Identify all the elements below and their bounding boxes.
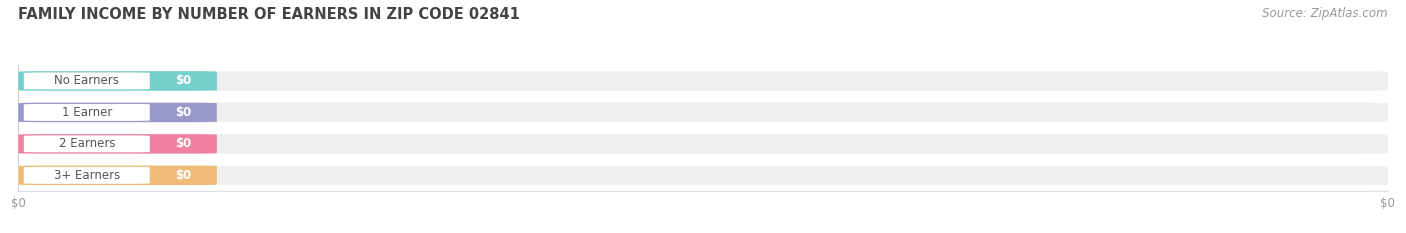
FancyBboxPatch shape xyxy=(18,134,1388,154)
Text: 2 Earners: 2 Earners xyxy=(59,137,115,150)
FancyBboxPatch shape xyxy=(24,167,150,184)
Text: Source: ZipAtlas.com: Source: ZipAtlas.com xyxy=(1263,7,1388,20)
Text: No Earners: No Earners xyxy=(55,75,120,87)
FancyBboxPatch shape xyxy=(18,166,1388,185)
Text: 3+ Earners: 3+ Earners xyxy=(53,169,120,182)
FancyBboxPatch shape xyxy=(18,166,217,185)
Text: $0: $0 xyxy=(176,137,191,150)
Text: $0: $0 xyxy=(176,106,191,119)
Text: FAMILY INCOME BY NUMBER OF EARNERS IN ZIP CODE 02841: FAMILY INCOME BY NUMBER OF EARNERS IN ZI… xyxy=(18,7,520,22)
Text: $0: $0 xyxy=(176,169,191,182)
Text: 1 Earner: 1 Earner xyxy=(62,106,112,119)
Text: $0: $0 xyxy=(176,75,191,87)
FancyBboxPatch shape xyxy=(18,103,217,122)
FancyBboxPatch shape xyxy=(24,135,150,152)
FancyBboxPatch shape xyxy=(18,103,1388,122)
FancyBboxPatch shape xyxy=(18,134,217,154)
FancyBboxPatch shape xyxy=(24,72,150,89)
FancyBboxPatch shape xyxy=(18,71,1388,91)
FancyBboxPatch shape xyxy=(18,71,217,91)
FancyBboxPatch shape xyxy=(24,104,150,121)
